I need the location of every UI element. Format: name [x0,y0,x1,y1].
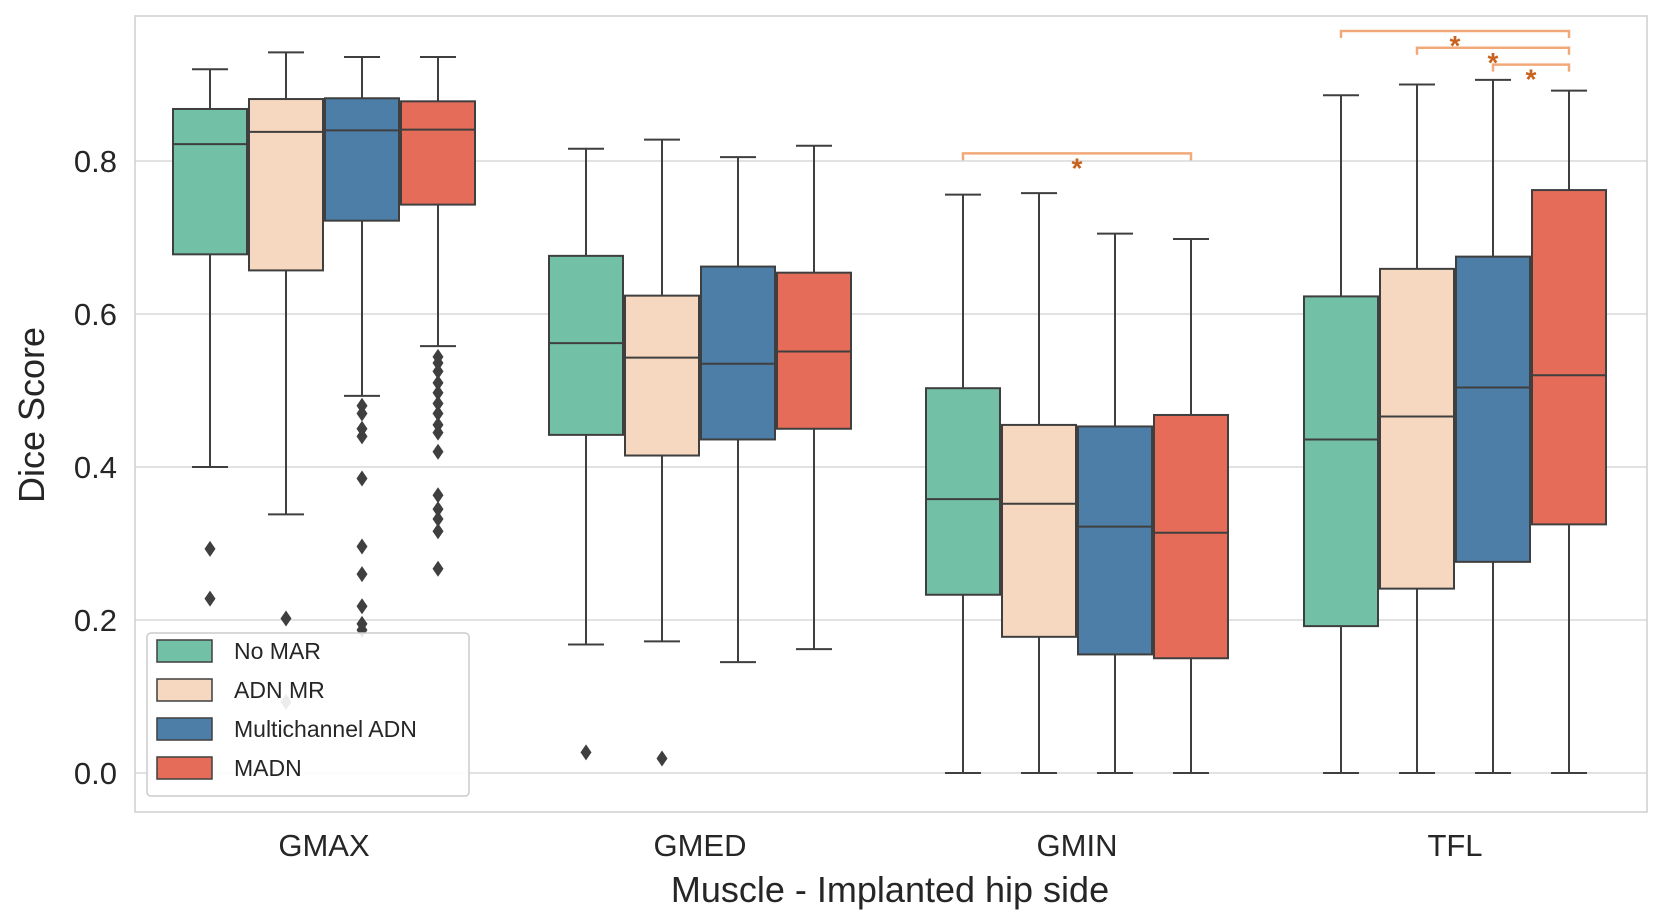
legend-swatch [156,678,213,702]
box-gmin-2 [1077,232,1153,774]
x-tick-label: GMAX [278,828,370,863]
box-gmed-3 [776,144,852,651]
box-gmed-1 [624,138,700,767]
plot-frame [134,15,1648,813]
legend-label: MADN [234,755,302,781]
outlier-point [204,590,216,607]
significance-bracket [1491,63,1571,72]
box-iqr [324,97,400,222]
y-tick-label: 0.8 [74,144,117,179]
significance-star: * [1072,152,1083,183]
outlier-point [280,610,292,627]
box-iqr [400,100,476,206]
legend-swatch [156,639,213,663]
y-axis-label: Dice Score [11,327,52,503]
legend-swatch [156,717,213,741]
box-iqr [1455,255,1531,563]
outlier-point [432,395,444,412]
box-gmax-2 [324,55,400,638]
outlier-point [356,598,368,615]
box-iqr [700,265,776,441]
box-gmax-3 [400,55,476,577]
box-iqr [624,294,700,457]
outlier-point [356,566,368,583]
outlier-point [432,523,444,540]
legend-label: No MAR [234,638,321,664]
legend-swatch [156,756,213,780]
box-gmed-2 [700,156,776,664]
box-tfl-1 [1379,83,1455,774]
box-gmin-3 [1153,238,1229,774]
significance-star: * [1450,30,1461,61]
outlier-point [432,501,444,518]
box-iqr [1379,267,1455,590]
box-gmax-0 [172,68,248,607]
significance-bracket [1415,46,1571,55]
y-tick-label: 0.2 [74,603,117,638]
outlier-point [356,428,368,445]
box-series [172,51,1607,774]
box-gmin-0 [925,193,1001,774]
y-tick-label: 0.6 [74,297,117,332]
box-iqr [1531,189,1607,526]
significance-star: * [1488,47,1499,78]
outlier-point [432,354,444,371]
significance-bracket [1339,29,1571,38]
box-iqr [248,98,324,272]
box-gmin-1 [1001,192,1077,774]
legend-box [146,632,470,797]
legend: No MAR ADN MR Multichannel ADN MADN [146,632,470,797]
outlier-point [580,744,592,761]
x-axis-label: Muscle - Implanted hip side [671,869,1109,910]
outlier-point [356,470,368,487]
box-iqr [1001,423,1077,638]
box-gmax-1 [248,51,324,710]
outlier-point [656,750,668,767]
significance-star: * [1526,64,1537,95]
box-iqr [1303,295,1379,628]
outlier-point [432,363,444,380]
x-tick-label: GMIN [1037,828,1118,863]
x-tick-label: TFL [1427,828,1482,863]
box-gmed-0 [548,147,624,761]
outlier-point [432,443,444,460]
box-iqr [172,107,248,256]
outlier-point [432,560,444,577]
y-tick-labels: 0.0 0.2 0.4 0.6 0.8 [74,144,117,791]
legend-label: Multichannel ADN [234,716,417,742]
box-tfl-0 [1303,94,1379,774]
outlier-point [432,405,444,422]
legend-label: ADN MR [234,677,325,703]
box-iqr [548,254,624,436]
x-tick-labels: GMAX GMED GMIN TFL [278,828,1482,863]
y-tick-label: 0.0 [74,756,117,791]
outlier-point [356,538,368,555]
outlier-point [432,384,444,401]
outlier-point [432,374,444,391]
box-iqr [1153,413,1229,660]
significance-brackets: * * * * [961,29,1571,183]
box-tfl-3 [1531,89,1607,774]
box-iqr [1077,425,1153,656]
outlier-point [432,424,444,441]
box-iqr [925,387,1001,596]
outlier-point [204,540,216,557]
outlier-point [432,487,444,504]
box-tfl-2 [1455,78,1531,774]
y-tick-label: 0.4 [74,450,117,485]
outlier-point [356,405,368,422]
outlier-point [432,511,444,528]
significance-bracket [961,152,1193,161]
x-tick-label: GMED [654,828,747,863]
